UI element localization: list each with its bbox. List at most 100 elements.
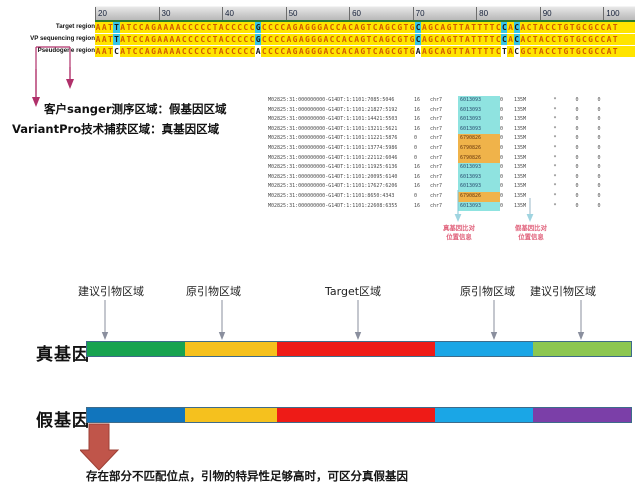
sequence-base: C bbox=[280, 35, 286, 44]
sequence-base: T bbox=[107, 47, 113, 56]
sam-anno-true-gene: 真基因比对 位置信息 bbox=[432, 224, 486, 241]
sequence-base: T bbox=[477, 35, 483, 44]
consensus-green-line bbox=[95, 20, 635, 22]
sequence-base: C bbox=[415, 22, 422, 33]
sam-anno-true-line2: 位置信息 bbox=[446, 232, 472, 241]
sequence-base: C bbox=[243, 47, 249, 56]
callout-arrow-head-3 bbox=[490, 332, 498, 340]
sequence-base: C bbox=[188, 47, 193, 56]
sequence-base: C bbox=[249, 23, 255, 32]
sequence-base: G bbox=[304, 23, 310, 32]
sequence-base: C bbox=[551, 35, 557, 44]
sequence-base: A bbox=[298, 23, 304, 32]
sequence-base: A bbox=[144, 47, 150, 56]
sam-rname: chr7 bbox=[430, 144, 443, 151]
sequence-base: A bbox=[440, 35, 446, 44]
sam-row: M02825:31:000000000-G14DT:1:1101:20095:6… bbox=[268, 172, 635, 183]
sequence-base: C bbox=[526, 35, 532, 44]
sam-pos: 6013093 bbox=[458, 115, 500, 125]
callout-arrow-head-1 bbox=[218, 332, 226, 340]
sequence-base: T bbox=[212, 47, 218, 56]
sam-qname: M02825:31:000000000-G14DT:1:1101:11925:6… bbox=[268, 164, 398, 171]
sequence-base: A bbox=[95, 47, 101, 56]
sequence-base: A bbox=[508, 23, 513, 32]
sequence-base: C bbox=[501, 34, 508, 45]
sequence-base: T bbox=[489, 23, 495, 32]
sequence-base: C bbox=[372, 47, 378, 56]
sam-mapq: 0 bbox=[500, 173, 504, 180]
sequence-base: C bbox=[348, 35, 353, 44]
true-gene-segment-original-primer-left bbox=[184, 342, 278, 356]
sequence-base: C bbox=[206, 35, 212, 44]
ruler-tick-label: 50 bbox=[288, 9, 298, 18]
sequence-base: G bbox=[360, 47, 366, 56]
sequence-base: C bbox=[268, 47, 273, 56]
sequence-base: G bbox=[311, 35, 316, 44]
sequence-base: C bbox=[372, 23, 378, 32]
sam-cigar: 135M bbox=[514, 154, 527, 161]
sam-tlen: 0 bbox=[597, 106, 601, 113]
sequence-base: C bbox=[206, 47, 212, 56]
sequence-base: A bbox=[508, 47, 513, 56]
ruler-tick: 30 bbox=[158, 7, 170, 21]
sequence-base: G bbox=[304, 47, 310, 56]
sequence-base: C bbox=[513, 34, 520, 45]
sequence-base: A bbox=[120, 35, 126, 44]
ruler-tick: 100 bbox=[603, 7, 620, 21]
true-gene-segment-original-primer-right bbox=[435, 342, 534, 356]
sequence-base: C bbox=[582, 47, 587, 56]
sequence-base: C bbox=[113, 46, 120, 57]
pseudo-gene-label: 假基因 bbox=[36, 411, 90, 431]
sam-flag: 0 bbox=[414, 192, 418, 199]
sam-flag: 16 bbox=[414, 202, 421, 209]
sam-qname: M02825:31:000000000-G14DT:1:1101:11221:5… bbox=[268, 135, 398, 142]
sam-qname: M02825:31:000000000-G14DT:1:1101:21827:5… bbox=[268, 106, 398, 113]
sequence-base: C bbox=[181, 23, 187, 32]
sequence-base: C bbox=[261, 47, 267, 56]
sam-mapq: 0 bbox=[500, 183, 504, 190]
sequence-base: C bbox=[261, 35, 267, 44]
sam-pnext: 0 bbox=[575, 164, 579, 171]
sam-tlen: 0 bbox=[597, 192, 601, 199]
sam-flag: 0 bbox=[414, 135, 418, 142]
sequence-base: A bbox=[169, 23, 175, 32]
sequence-base: A bbox=[421, 35, 427, 44]
sequence-base: G bbox=[360, 23, 366, 32]
sequence-base: A bbox=[169, 47, 175, 56]
sam-rname: chr7 bbox=[430, 97, 443, 103]
sequence-base: A bbox=[218, 23, 224, 32]
sequence-base: G bbox=[563, 35, 569, 44]
sequence-base: G bbox=[575, 35, 581, 44]
sam-pos: 6790826 bbox=[458, 153, 500, 164]
sam-qname: M02825:31:000000000-G14DT:1:1101:7085:50… bbox=[268, 97, 395, 103]
ruler-tick-label: 20 bbox=[98, 9, 107, 18]
sequence-base: A bbox=[440, 23, 446, 32]
sam-pos: 6790826 bbox=[458, 143, 500, 154]
sam-pnext: 0 bbox=[575, 183, 579, 190]
sequence-base: C bbox=[594, 35, 600, 44]
callout-arrows bbox=[101, 300, 585, 340]
sam-pos: 6013093 bbox=[458, 124, 500, 135]
sequence-base: T bbox=[458, 23, 464, 32]
sam-mapq: 0 bbox=[500, 97, 504, 103]
sequence-base: T bbox=[532, 35, 538, 44]
row-label-pseudogene: Pseudogene region bbox=[0, 46, 95, 56]
sequence-base: T bbox=[126, 23, 132, 32]
sam-rnext: * bbox=[553, 202, 557, 209]
sequence-base: C bbox=[249, 35, 255, 44]
callout-arrow-head-4 bbox=[577, 332, 585, 340]
sam-pnext: 0 bbox=[575, 97, 579, 103]
row-label-text: VP sequencing region bbox=[30, 35, 95, 42]
sequence-base: C bbox=[224, 47, 230, 56]
pseudo-gene-segment-target bbox=[277, 408, 436, 422]
sam-row: M02825:31:000000000-G14DT:1:1101:11925:6… bbox=[268, 163, 635, 173]
sequence-base: A bbox=[157, 47, 163, 56]
sequence-base: A bbox=[120, 47, 126, 56]
sequence-base: G bbox=[428, 47, 433, 56]
sequence-base: C bbox=[243, 23, 249, 32]
sequence-base: G bbox=[317, 23, 323, 32]
sequence-base: C bbox=[391, 35, 396, 44]
sequence-base: A bbox=[606, 47, 612, 56]
sam-qname: M02825:31:000000000-G14DT:1:1101:14421:5… bbox=[268, 116, 398, 123]
sequence-base: A bbox=[508, 35, 513, 44]
